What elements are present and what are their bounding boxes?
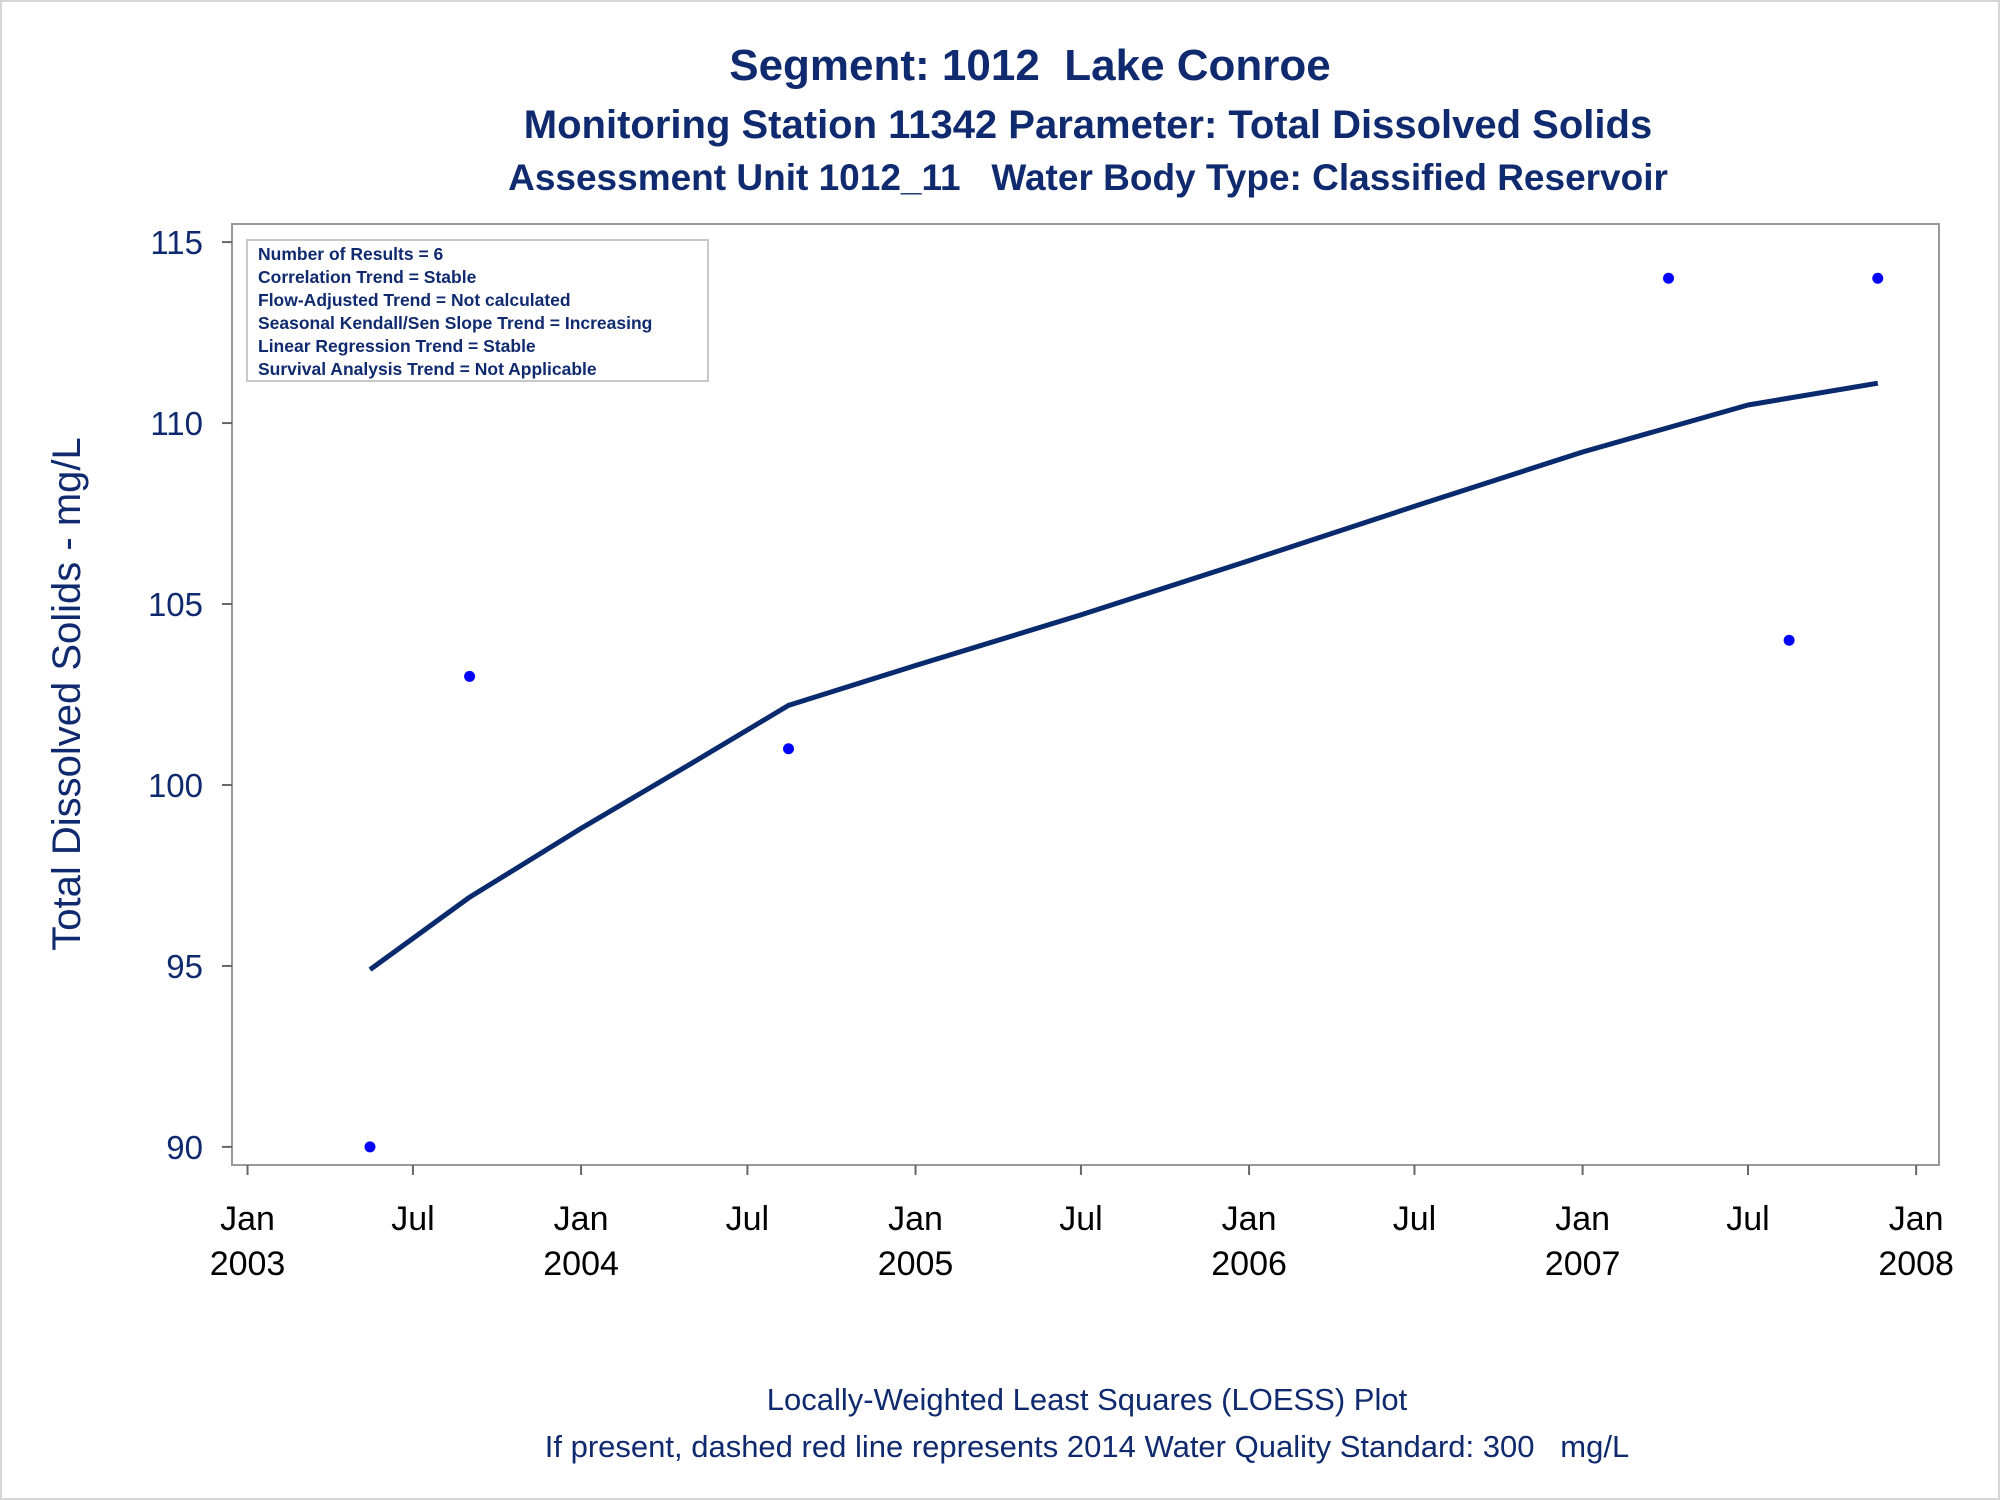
x-axis: Jan 2003 Jul Jan 2004 Jul Jan 2005 Jul Jan 2006 Jul…: [210, 1165, 1954, 1283]
stats-line: Number of Results = 6: [258, 244, 444, 264]
chart-subtitle: Monitoring Station 11342 Parameter: Tota…: [524, 103, 1652, 147]
stats-line: Flow-Adjusted Trend = Not calculated: [258, 290, 571, 310]
x-tick-year-label: 2005: [878, 1245, 954, 1283]
footnote-2: If present, dashed red line represents 2…: [545, 1429, 1629, 1464]
data-point: [783, 743, 795, 755]
data-point: [1783, 634, 1795, 646]
x-tick-year-label: 2003: [210, 1245, 286, 1283]
x-tick-label: Jan: [554, 1200, 609, 1238]
stats-line: Survival Analysis Trend = Not Applicable: [258, 359, 597, 379]
data-point: [464, 670, 476, 682]
x-tick-year-label: 2007: [1545, 1245, 1621, 1283]
stats-line: Linear Regression Trend = Stable: [258, 336, 536, 356]
y-axis: 90 95 100 105 110 115: [148, 224, 232, 1166]
x-tick-label: Jul: [1726, 1200, 1769, 1238]
stats-line: Seasonal Kendall/Sen Slope Trend = Incre…: [258, 313, 652, 333]
series-layer: [364, 272, 1884, 1153]
stats-inset: Number of Results = 6 Correlation Trend =…: [246, 239, 709, 382]
x-tick-label: Jan: [1222, 1200, 1277, 1238]
x-tick-year-label: 2006: [1211, 1245, 1287, 1283]
y-tick-label: 110: [150, 405, 203, 442]
x-tick-label: Jan: [1555, 1200, 1610, 1238]
data-point: [1663, 272, 1675, 284]
y-tick-label: 90: [166, 1129, 203, 1166]
stats-inset-box: [246, 239, 709, 382]
x-tick-label: Jan: [220, 1200, 275, 1238]
x-tick-label: Jan: [888, 1200, 943, 1238]
data-point: [364, 1141, 376, 1153]
y-tick-label: 95: [166, 948, 203, 985]
chart-title: Segment: 1012 Lake Conroe: [729, 41, 1331, 90]
y-tick-label: 100: [148, 767, 203, 804]
chart-subtitle-2: Assessment Unit 1012_11 Water Body Type:…: [508, 157, 1668, 198]
plot-area: [231, 223, 1940, 1166]
x-tick-label: Jul: [1059, 1200, 1102, 1238]
data-point: [1872, 272, 1884, 284]
y-tick-label: 115: [150, 224, 203, 261]
footnote-1: Locally-Weighted Least Squares (LOESS) P…: [767, 1382, 1408, 1417]
x-tick-label: Jul: [726, 1200, 769, 1238]
x-tick-label: Jul: [391, 1200, 434, 1238]
x-tick-label: Jan: [1889, 1200, 1944, 1238]
y-tick-label: 105: [148, 586, 203, 623]
y-axis-label: Total Dissolved Solids - mg/L: [45, 437, 89, 951]
loess-line: [368, 380, 1879, 972]
x-tick-year-label: 2008: [1878, 1245, 1954, 1283]
x-tick-label: Jul: [1393, 1200, 1436, 1238]
x-tick-year-label: 2004: [543, 1245, 619, 1283]
stats-line: Correlation Trend = Stable: [258, 267, 477, 287]
